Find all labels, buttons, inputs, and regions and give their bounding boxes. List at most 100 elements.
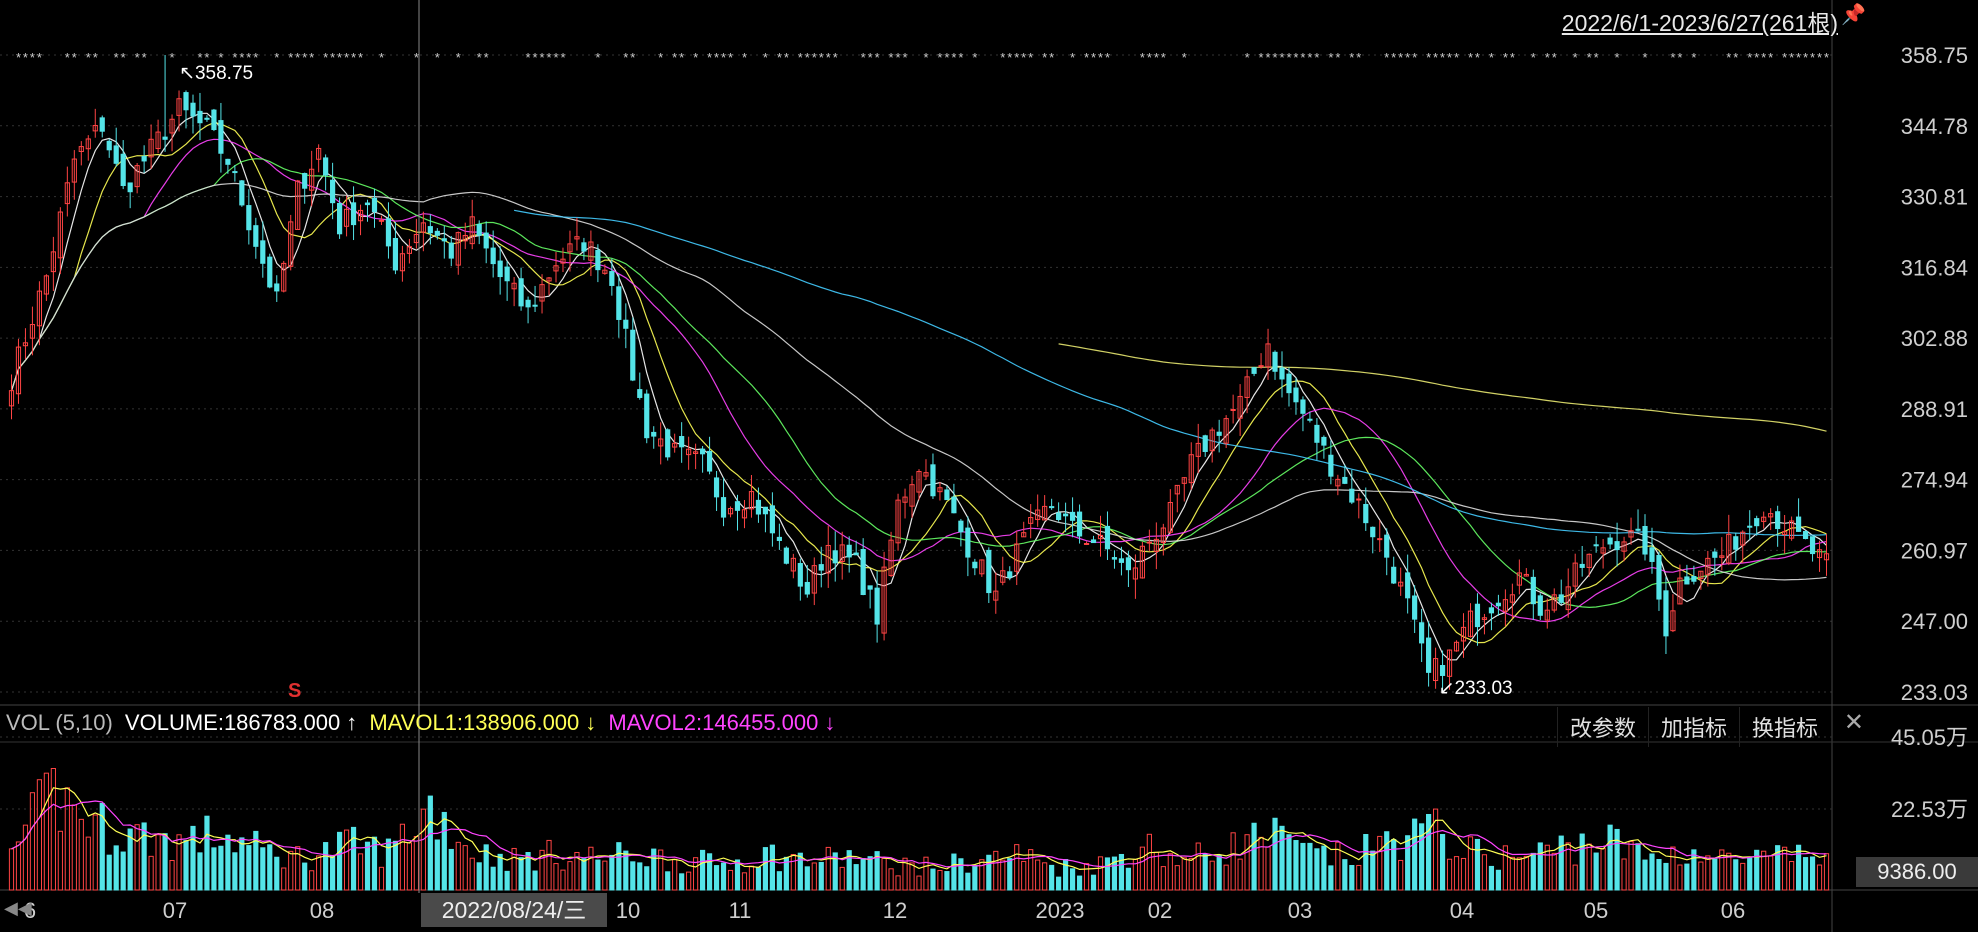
switch-indicator-button[interactable]: 换指标 bbox=[1738, 707, 1830, 747]
event-marker: * bbox=[1670, 50, 1675, 65]
candle-body bbox=[1537, 595, 1543, 616]
event-marker: * bbox=[309, 50, 314, 65]
candle bbox=[1481, 613, 1488, 635]
candle bbox=[1042, 495, 1048, 521]
candle bbox=[874, 570, 880, 643]
candle bbox=[1244, 369, 1250, 414]
candle bbox=[225, 158, 231, 174]
event-marker: * bbox=[16, 50, 21, 65]
candle-body bbox=[727, 508, 734, 515]
candle-body bbox=[1028, 517, 1034, 524]
candle-body bbox=[895, 499, 901, 544]
volume-bar bbox=[1097, 856, 1104, 891]
volume-bar bbox=[1111, 856, 1118, 891]
mavol1-arrow-icon: ↓ bbox=[585, 710, 597, 735]
candle bbox=[574, 217, 580, 251]
candle bbox=[1460, 613, 1467, 658]
event-marker: * bbox=[658, 50, 663, 65]
vol-label[interactable]: VOL (5,10) bbox=[6, 710, 113, 735]
candle-body bbox=[1076, 511, 1083, 537]
candle bbox=[1453, 640, 1460, 652]
candle bbox=[183, 90, 189, 129]
candle-body bbox=[1335, 478, 1341, 487]
volume-bar bbox=[846, 850, 852, 891]
candle bbox=[734, 494, 741, 531]
volume-bar bbox=[993, 850, 999, 891]
event-marker: * bbox=[1531, 50, 1536, 65]
candle bbox=[1635, 509, 1641, 532]
volume-bar bbox=[923, 856, 929, 891]
close-icon[interactable]: ✕ bbox=[1843, 709, 1864, 736]
candle-body bbox=[623, 319, 629, 329]
candle bbox=[1516, 559, 1522, 595]
event-marker: * bbox=[1000, 50, 1005, 65]
event-marker: * bbox=[1161, 50, 1166, 65]
volume-bar bbox=[385, 838, 392, 891]
volume-bar bbox=[1300, 842, 1306, 891]
volume-bar bbox=[602, 860, 608, 891]
candle bbox=[246, 189, 252, 245]
price-tick-label: 260.97 bbox=[1901, 538, 1968, 563]
candle bbox=[57, 207, 63, 274]
candle bbox=[204, 115, 210, 122]
volume-bar bbox=[616, 842, 622, 891]
event-marker: * bbox=[1726, 50, 1731, 65]
candle bbox=[930, 453, 936, 499]
volume-bar bbox=[553, 863, 559, 891]
candle-body bbox=[1635, 528, 1641, 531]
volume-bar bbox=[713, 865, 720, 891]
volume-bar bbox=[413, 836, 419, 891]
candle-body bbox=[309, 168, 315, 191]
volume-bar bbox=[1782, 846, 1788, 891]
candle-body bbox=[497, 260, 503, 278]
candle bbox=[1558, 579, 1564, 605]
event-marker: * bbox=[1489, 50, 1494, 65]
pin-icon[interactable]: 📌 bbox=[1841, 4, 1866, 26]
candle-body bbox=[1209, 429, 1215, 452]
volume-bar bbox=[895, 875, 901, 891]
candle bbox=[392, 222, 399, 275]
candle-body bbox=[1377, 538, 1383, 541]
candle-body bbox=[518, 278, 524, 307]
mavol5-line bbox=[11, 787, 1827, 871]
event-marker: * bbox=[1007, 50, 1012, 65]
candle bbox=[176, 90, 182, 132]
candle bbox=[1195, 423, 1201, 474]
candle-body bbox=[588, 241, 594, 261]
volume-bar bbox=[1083, 863, 1090, 891]
volume-bar bbox=[183, 840, 189, 891]
event-marker: * bbox=[1475, 50, 1480, 65]
volume-bar bbox=[665, 871, 671, 891]
scroll-left-icon[interactable]: ◀◀ bbox=[4, 898, 32, 918]
candle-body bbox=[1035, 509, 1041, 521]
candle bbox=[1642, 514, 1648, 561]
candle-body bbox=[979, 559, 985, 575]
date-range-link[interactable]: 2022/6/1-2023/6/27(261根) bbox=[1561, 10, 1838, 36]
candle bbox=[825, 525, 831, 588]
candle bbox=[1426, 621, 1432, 687]
event-marker: * bbox=[1573, 50, 1578, 65]
candle-body bbox=[22, 342, 29, 347]
add-indicator-button[interactable]: 加指标 bbox=[1647, 707, 1739, 747]
price-tick-label: 316.84 bbox=[1901, 255, 1968, 280]
candle-body bbox=[937, 487, 943, 493]
candle bbox=[1125, 550, 1132, 587]
candle bbox=[469, 199, 475, 250]
candle bbox=[302, 172, 308, 204]
candle-body bbox=[853, 552, 859, 556]
x-tick-label: 10 bbox=[616, 898, 640, 923]
volume-bar bbox=[727, 869, 734, 891]
candle-body bbox=[1174, 484, 1180, 495]
candle-body bbox=[686, 448, 692, 456]
volume-bar bbox=[1160, 866, 1166, 891]
candle bbox=[1000, 556, 1006, 586]
candle bbox=[1789, 516, 1795, 541]
volume-bar bbox=[253, 830, 259, 891]
volume-bar bbox=[1412, 818, 1418, 891]
modify-params-button[interactable]: 改参数 bbox=[1556, 707, 1648, 747]
event-marker: * bbox=[1091, 50, 1096, 65]
volume-bar bbox=[1279, 825, 1285, 891]
candle-body bbox=[434, 230, 440, 236]
event-marker: * bbox=[560, 50, 565, 65]
